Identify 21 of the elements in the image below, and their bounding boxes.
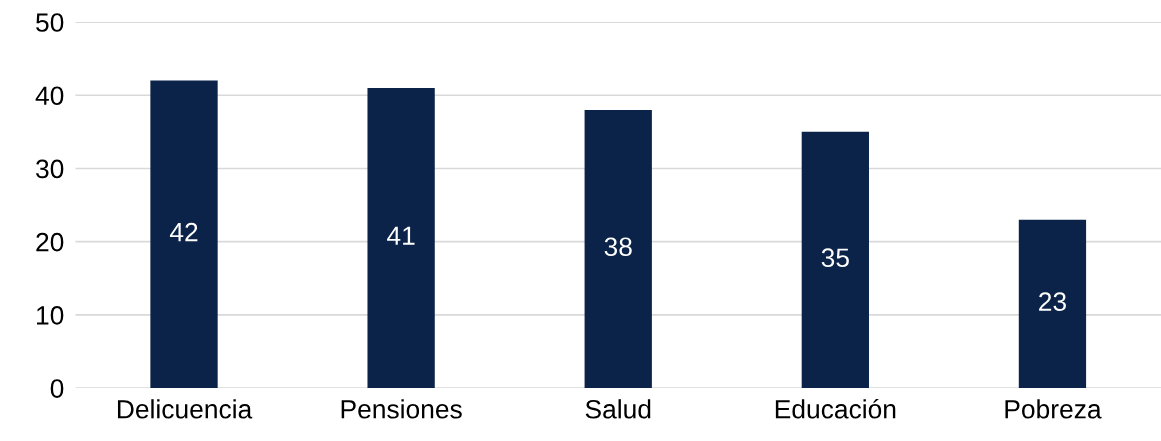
- x-tick-label: Pensiones: [341, 399, 462, 419]
- x-tick-label: Educación: [775, 398, 896, 419]
- data-label: 41: [387, 226, 415, 245]
- x-tick-label: Delicuencia: [117, 399, 253, 419]
- data-label: 23: [1039, 292, 1066, 311]
- bar: [801, 131, 869, 389]
- bar: [1018, 219, 1087, 389]
- y-tick-label: 10: [37, 306, 64, 325]
- y-tick-label: 30: [36, 159, 64, 179]
- data-label: 38: [604, 237, 632, 257]
- bar: [150, 80, 218, 389]
- y-tick-label: 50: [36, 13, 64, 32]
- data-label: 42: [169, 222, 198, 242]
- bar: [367, 87, 435, 389]
- x-tick-label: Salud: [585, 399, 651, 419]
- y-tick-label: 40: [35, 86, 64, 106]
- bar: [584, 109, 652, 389]
- data-label: 35: [821, 248, 849, 268]
- y-tick-label: 20: [36, 232, 64, 252]
- y-tick-label: 0: [50, 379, 64, 398]
- x-tick-label: Pobreza: [1005, 399, 1102, 419]
